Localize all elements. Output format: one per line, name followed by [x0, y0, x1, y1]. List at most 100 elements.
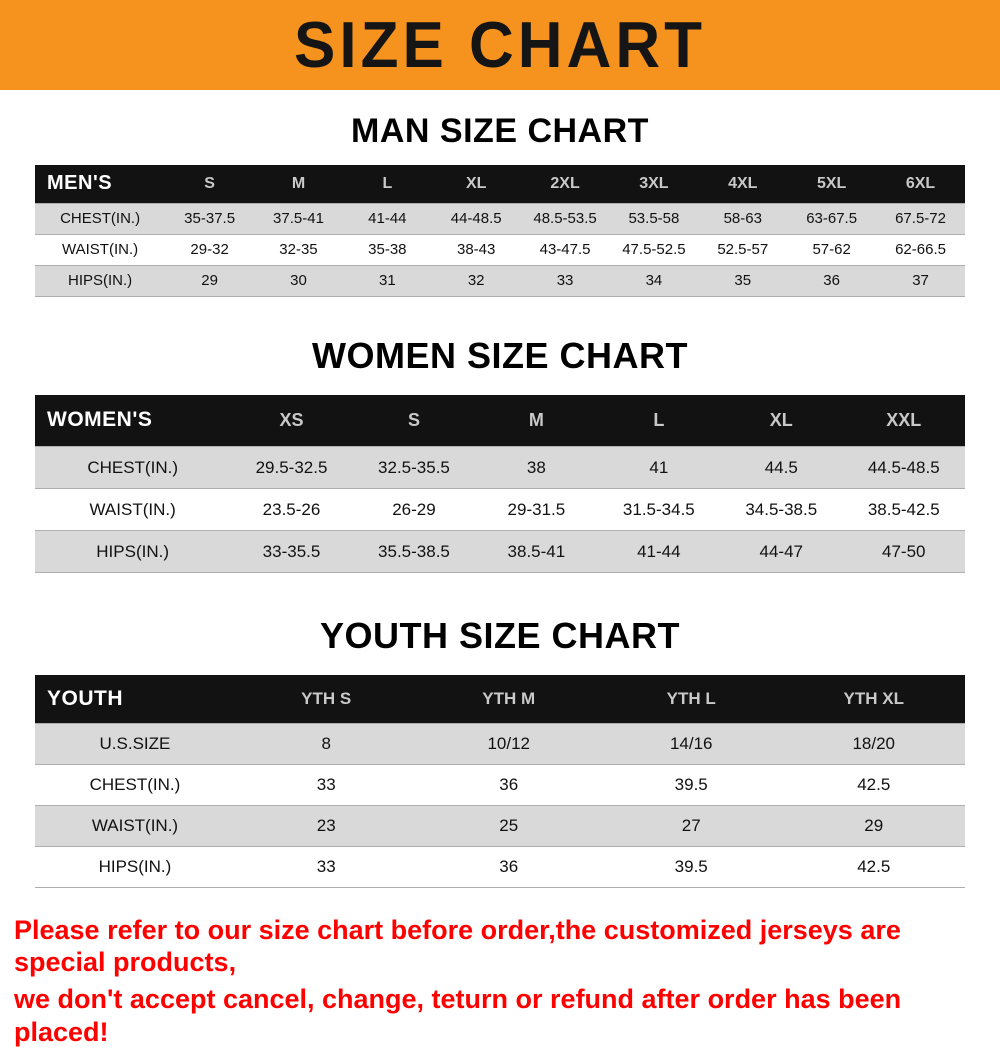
column-header: 6XL — [876, 165, 965, 203]
cell: 35-38 — [343, 234, 432, 265]
cell: 53.5-58 — [609, 203, 698, 234]
cell: 32 — [432, 265, 521, 296]
row-label: HIPS(IN.) — [35, 265, 165, 296]
cell: 27 — [600, 805, 783, 846]
cell: 63-67.5 — [787, 203, 876, 234]
row-label: WAIST(IN.) — [35, 234, 165, 265]
cell: 39.5 — [600, 764, 783, 805]
column-header: M — [475, 395, 597, 447]
cell: 33 — [235, 846, 418, 887]
cell: 34.5-38.5 — [720, 489, 842, 531]
cell: 32-35 — [254, 234, 343, 265]
row-label: WAIST(IN.) — [35, 805, 235, 846]
cell: 37 — [876, 265, 965, 296]
row-label: U.S.SIZE — [35, 723, 235, 764]
column-header: L — [343, 165, 432, 203]
row-label: CHEST(IN.) — [35, 764, 235, 805]
footer-note: Please refer to our size chart before or… — [0, 888, 1000, 1049]
cell: 29 — [165, 265, 254, 296]
cell: 38-43 — [432, 234, 521, 265]
cell: 8 — [235, 723, 418, 764]
cell: 29-31.5 — [475, 489, 597, 531]
footer-note-line-2: we don't accept cancel, change, teturn o… — [14, 983, 986, 1049]
cell: 25 — [417, 805, 600, 846]
cell: 43-47.5 — [521, 234, 610, 265]
cell: 37.5-41 — [254, 203, 343, 234]
cell: 35 — [698, 265, 787, 296]
cell: 35.5-38.5 — [353, 531, 475, 573]
table-title: YOUTH — [35, 675, 235, 723]
cell: 42.5 — [782, 846, 965, 887]
column-header: XL — [432, 165, 521, 203]
cell: 35-37.5 — [165, 203, 254, 234]
cell: 34 — [609, 265, 698, 296]
cell: 52.5-57 — [698, 234, 787, 265]
cell: 38 — [475, 447, 597, 489]
cell: 36 — [787, 265, 876, 296]
column-header: M — [254, 165, 343, 203]
column-header: 2XL — [521, 165, 610, 203]
cell: 26-29 — [353, 489, 475, 531]
cell: 41-44 — [343, 203, 432, 234]
cell: 10/12 — [417, 723, 600, 764]
row-label: CHEST(IN.) — [35, 203, 165, 234]
cell: 39.5 — [600, 846, 783, 887]
cell: 44-47 — [720, 531, 842, 573]
cell: 67.5-72 — [876, 203, 965, 234]
cell: 44.5 — [720, 447, 842, 489]
cell: 41-44 — [598, 531, 720, 573]
cell: 32.5-35.5 — [353, 447, 475, 489]
row-label: WAIST(IN.) — [35, 489, 230, 531]
cell: 57-62 — [787, 234, 876, 265]
banner-title: SIZE CHART — [294, 8, 706, 83]
column-header: YTH L — [600, 675, 783, 723]
cell: 33 — [235, 764, 418, 805]
cell: 44-48.5 — [432, 203, 521, 234]
cell: 38.5-42.5 — [842, 489, 965, 531]
cell: 23.5-26 — [230, 489, 352, 531]
cell: 31 — [343, 265, 432, 296]
cell: 30 — [254, 265, 343, 296]
column-header: XXL — [842, 395, 965, 447]
column-header: 4XL — [698, 165, 787, 203]
footer-note-line-1: Please refer to our size chart before or… — [14, 914, 986, 980]
cell: 47-50 — [842, 531, 965, 573]
banner: SIZE CHART — [0, 0, 1000, 90]
column-header: L — [598, 395, 720, 447]
column-header: YTH XL — [782, 675, 965, 723]
cell: 38.5-41 — [475, 531, 597, 573]
column-header: YTH S — [235, 675, 418, 723]
cell: 36 — [417, 846, 600, 887]
section-heading-youth: YOUTH SIZE CHART — [0, 615, 1000, 657]
row-label: CHEST(IN.) — [35, 447, 230, 489]
cell: 31.5-34.5 — [598, 489, 720, 531]
cell: 33-35.5 — [230, 531, 352, 573]
cell: 41 — [598, 447, 720, 489]
cell: 48.5-53.5 — [521, 203, 610, 234]
table-title: MEN'S — [35, 165, 165, 203]
cell: 14/16 — [600, 723, 783, 764]
column-header: S — [353, 395, 475, 447]
cell: 36 — [417, 764, 600, 805]
